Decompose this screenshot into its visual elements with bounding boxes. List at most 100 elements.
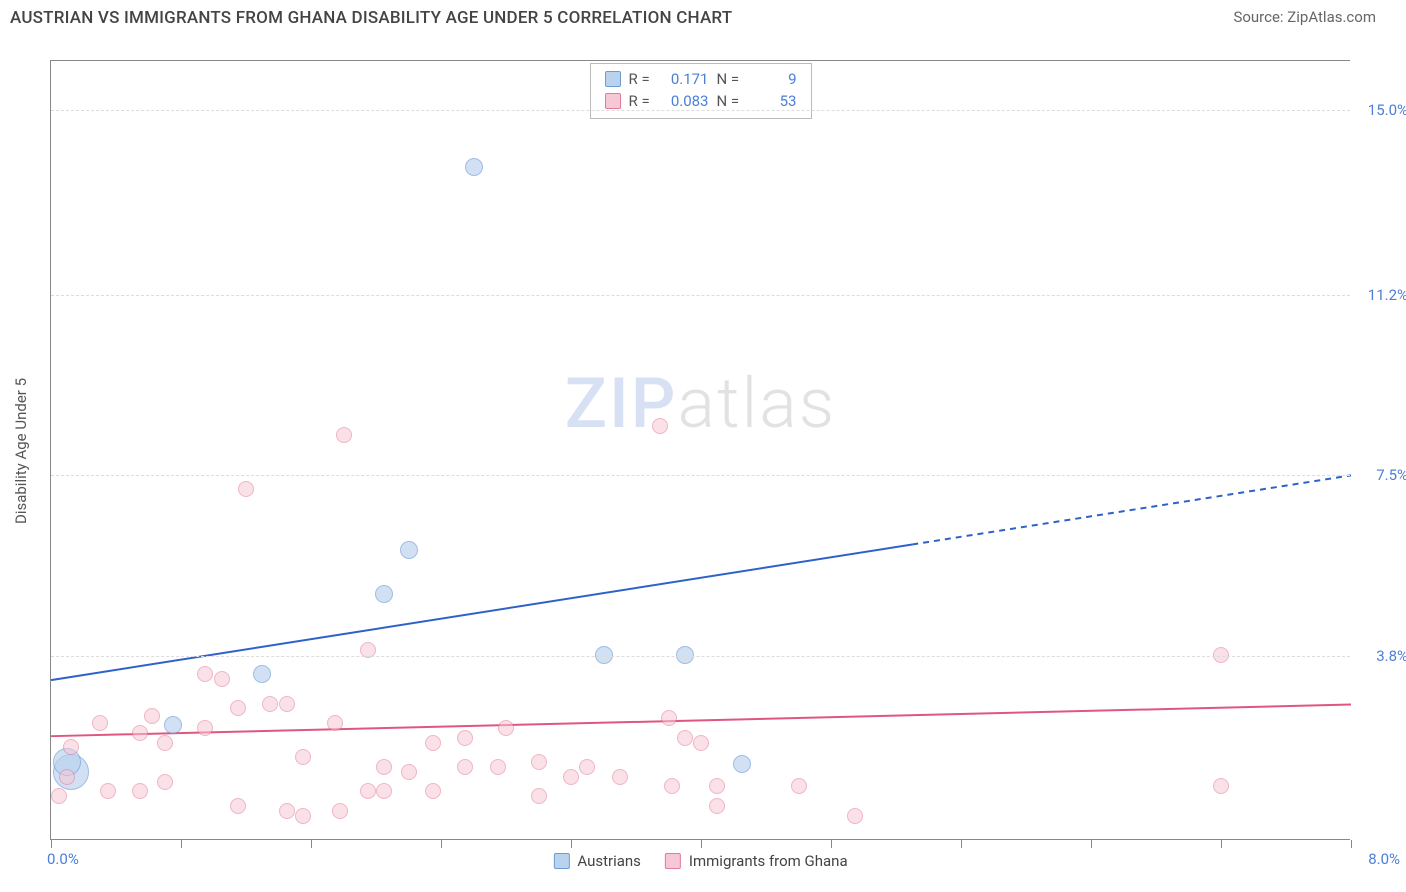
x-tick-mark [831, 840, 832, 848]
x-tick-mark [961, 840, 962, 848]
x-tick-mark [1351, 840, 1352, 848]
x-tick-mark [1091, 840, 1092, 848]
legend-series: Austrians Immigrants from Ghana [553, 852, 847, 870]
scatter-point-ghana [612, 769, 628, 785]
scatter-point-ghana [214, 671, 230, 687]
scatter-point-ghana [63, 739, 79, 755]
x-tick-mark [1221, 840, 1222, 848]
scatter-point-ghana [693, 735, 709, 751]
scatter-point-ghana [401, 764, 417, 780]
r-label: R = [629, 90, 657, 112]
gridline [51, 295, 1350, 296]
scatter-point-ghana [791, 778, 807, 794]
scatter-point-austrians [465, 158, 483, 176]
r-value-ghana: 0.083 [665, 90, 709, 112]
legend-label-ghana: Immigrants from Ghana [689, 852, 848, 870]
r-label: R = [629, 68, 657, 90]
scatter-point-ghana [100, 783, 116, 799]
scatter-point-ghana [360, 783, 376, 799]
scatter-point-ghana [197, 720, 213, 736]
x-tick-mark [571, 840, 572, 848]
scatter-point-ghana [652, 418, 668, 434]
scatter-point-ghana [425, 735, 441, 751]
legend-item-austrians: Austrians [553, 852, 641, 870]
scatter-point-ghana [531, 754, 547, 770]
gridline [51, 110, 1350, 111]
scatter-point-ghana [563, 769, 579, 785]
scatter-point-ghana [664, 778, 680, 794]
scatter-point-ghana [498, 720, 514, 736]
scatter-point-ghana [230, 700, 246, 716]
x-tick-mark [51, 840, 52, 848]
x-origin-label: 0.0% [47, 850, 79, 868]
scatter-point-ghana [709, 798, 725, 814]
scatter-point-ghana [709, 778, 725, 794]
source-label: Source: ZipAtlas.com [1233, 8, 1376, 26]
scatter-point-ghana [295, 749, 311, 765]
scatter-point-austrians [253, 665, 271, 683]
legend-label-austrians: Austrians [577, 852, 641, 870]
scatter-point-ghana [238, 481, 254, 497]
scatter-point-ghana [197, 666, 213, 682]
r-value-austrians: 0.171 [665, 68, 709, 90]
scatter-point-austrians [400, 541, 418, 559]
scatter-point-ghana [230, 798, 246, 814]
x-tick-mark [701, 840, 702, 848]
chart-title: AUSTRIAN VS IMMIGRANTS FROM GHANA DISABI… [10, 8, 732, 28]
n-label: N = [717, 90, 745, 112]
scatter-point-ghana [847, 808, 863, 824]
scatter-point-austrians [676, 646, 694, 664]
scatter-point-ghana [132, 725, 148, 741]
scatter-point-ghana [490, 759, 506, 775]
n-label: N = [717, 68, 745, 90]
scatter-point-austrians [733, 755, 751, 773]
scatter-point-ghana [279, 696, 295, 712]
scatter-point-ghana [332, 803, 348, 819]
y-tick-label: 11.2% [1354, 286, 1406, 304]
scatter-point-ghana [1213, 778, 1229, 794]
gridline [51, 475, 1350, 476]
legend-stat-row-austrians: R = 0.171 N = 9 [605, 68, 797, 90]
source-prefix: Source: [1233, 8, 1287, 26]
scatter-point-ghana [579, 759, 595, 775]
scatter-point-ghana [51, 788, 67, 804]
scatter-point-ghana [376, 783, 392, 799]
n-value-ghana: 53 [753, 90, 797, 112]
legend-swatch-austrians [553, 853, 569, 869]
scatter-plot [51, 61, 1350, 840]
scatter-point-ghana [92, 715, 108, 731]
scatter-point-ghana [457, 759, 473, 775]
scatter-point-ghana [157, 774, 173, 790]
source-name: ZipAtlas.com [1287, 8, 1376, 26]
n-value-austrians: 9 [753, 68, 797, 90]
scatter-point-ghana [336, 427, 352, 443]
x-tick-mark [441, 840, 442, 848]
legend-swatch-austrians [605, 71, 621, 87]
y-tick-label: 7.5% [1354, 466, 1406, 484]
y-tick-label: 3.8% [1354, 647, 1406, 665]
x-max-label: 8.0% [1368, 850, 1400, 868]
chart-area: Disability Age Under 5 ZIPatlas R =0.171… [50, 60, 1350, 840]
gridline [51, 656, 1350, 657]
scatter-point-ghana [144, 708, 160, 724]
scatter-point-ghana [425, 783, 441, 799]
legend-swatch-ghana [605, 93, 621, 109]
scatter-point-ghana [59, 769, 75, 785]
scatter-point-ghana [279, 803, 295, 819]
scatter-point-austrians [164, 716, 182, 734]
scatter-point-ghana [677, 730, 693, 746]
scatter-point-ghana [531, 788, 547, 804]
scatter-point-ghana [157, 735, 173, 751]
scatter-point-ghana [376, 759, 392, 775]
y-axis-label: Disability Age Under 5 [12, 377, 30, 523]
legend-item-ghana: Immigrants from Ghana [665, 852, 848, 870]
scatter-point-ghana [1213, 647, 1229, 663]
legend-stat-row-ghana: R = 0.083 N = 53 [605, 90, 797, 112]
scatter-point-ghana [295, 808, 311, 824]
scatter-point-ghana [132, 783, 148, 799]
x-tick-mark [311, 840, 312, 848]
y-tick-label: 15.0% [1354, 101, 1406, 119]
legend-swatch-ghana [665, 853, 681, 869]
scatter-point-austrians [595, 646, 613, 664]
scatter-point-austrians [375, 585, 393, 603]
